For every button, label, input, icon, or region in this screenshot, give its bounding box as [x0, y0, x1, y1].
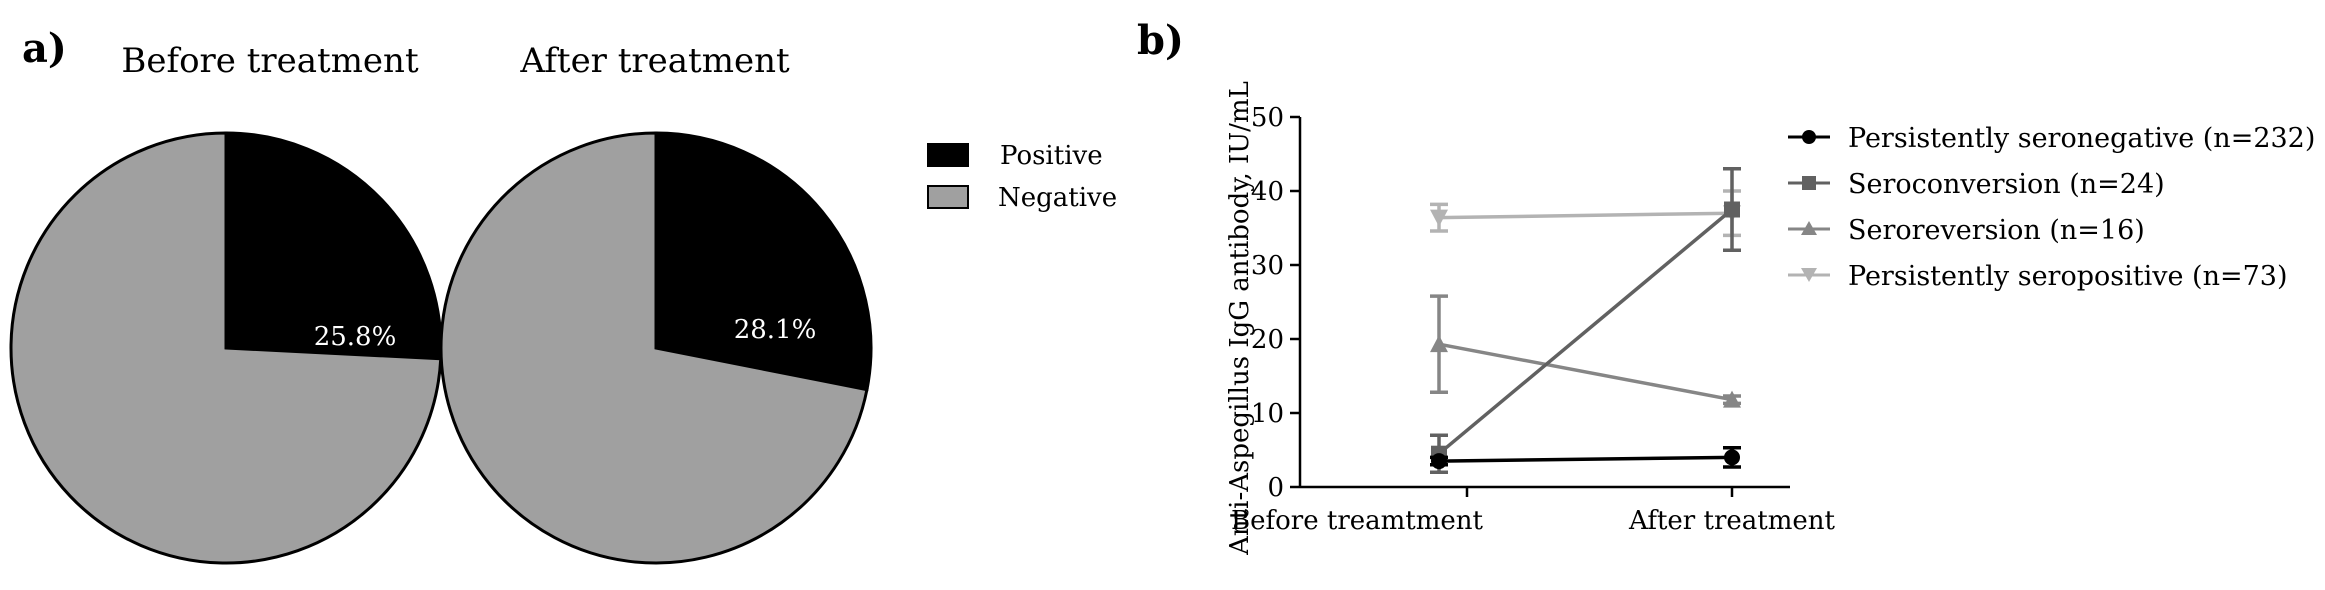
y-tick-label: 0 — [1267, 473, 1284, 503]
pie-after-data-label: 28.1% — [734, 315, 817, 345]
panel-b-label: b) — [1137, 17, 1184, 64]
series-line — [1438, 342, 1733, 402]
legend-label-seroreversion: Seroreversion (n=16) — [1848, 215, 2145, 246]
series-0 — [1430, 446, 1741, 470]
pie-legend: Positive Negative — [927, 141, 1117, 213]
legend-item-seroconversion: Seroconversion (n=24) — [1788, 169, 2165, 200]
data-point-circle — [1431, 453, 1447, 470]
legend-label-seronegative: Persistently seronegative (n=232) — [1848, 123, 2315, 154]
series-1 — [1430, 167, 1741, 474]
legend-swatch-positive — [927, 143, 969, 167]
series-legend: Persistently seronegative (n=232) Seroco… — [1788, 123, 2315, 292]
legend-marker-circle-icon — [1802, 130, 1816, 144]
pie-before-treatment — [9, 131, 443, 565]
y-axis-title: Anti-Aspegillus IgG antibody, IU/mL — [1225, 81, 1255, 556]
legend-item-seroreversion: Seroreversion (n=16) — [1788, 215, 2145, 246]
y-tick-label: 10 — [1251, 399, 1284, 429]
pie-before-data-label: 25.8% — [314, 322, 397, 352]
legend-item-seropositive: Persistently seropositive (n=73) — [1788, 261, 2288, 292]
y-tick-label: 50 — [1251, 103, 1284, 133]
legend-marker-triangle-up-icon — [1801, 221, 1817, 235]
legend-label-seropositive: Persistently seropositive (n=73) — [1848, 261, 2288, 292]
pie-before-title: Before treatment — [121, 41, 419, 81]
pie-after-treatment — [439, 131, 873, 565]
legend-item-seronegative: Persistently seronegative (n=232) — [1788, 123, 2315, 154]
x-tick-label: After treatment — [1628, 506, 1835, 536]
series-line — [1437, 208, 1734, 456]
pie-slice-negative — [439, 131, 869, 565]
pie-slice-positive — [224, 131, 443, 361]
data-point-triangle-up — [1723, 390, 1741, 408]
pie-slice-positive — [654, 131, 873, 392]
line-chart-axes: 0 10 20 30 40 50 Before treamtment After treatm… — [1231, 103, 1835, 536]
data-point-square — [1724, 201, 1740, 218]
y-tick-label: 40 — [1251, 177, 1284, 207]
legend-label-seroconversion: Seroconversion (n=24) — [1848, 169, 2165, 200]
pie-after-title: After treatment — [519, 41, 790, 81]
series-2 — [1430, 294, 1741, 408]
pie-slice-negative — [9, 131, 443, 565]
legend-label-positive: Positive — [1000, 141, 1103, 171]
series-3 — [1430, 189, 1741, 238]
data-point-circle — [1724, 449, 1740, 466]
y-tick-label: 20 — [1251, 325, 1284, 355]
series-line — [1438, 455, 1733, 463]
line-chart-series — [1430, 167, 1741, 474]
panel-a-label: a) — [22, 25, 67, 72]
data-point-triangle-up — [1430, 335, 1448, 353]
x-tick-label: Before treamtment — [1231, 506, 1484, 536]
legend-label-negative: Negative — [998, 183, 1117, 213]
y-tick-label: 30 — [1251, 251, 1284, 281]
series-line — [1438, 211, 1733, 220]
legend-marker-triangle-down-icon — [1801, 268, 1817, 282]
data-point-triangle-down — [1430, 209, 1448, 227]
legend-marker-square-icon — [1802, 176, 1816, 190]
legend-swatch-negative — [927, 185, 969, 209]
